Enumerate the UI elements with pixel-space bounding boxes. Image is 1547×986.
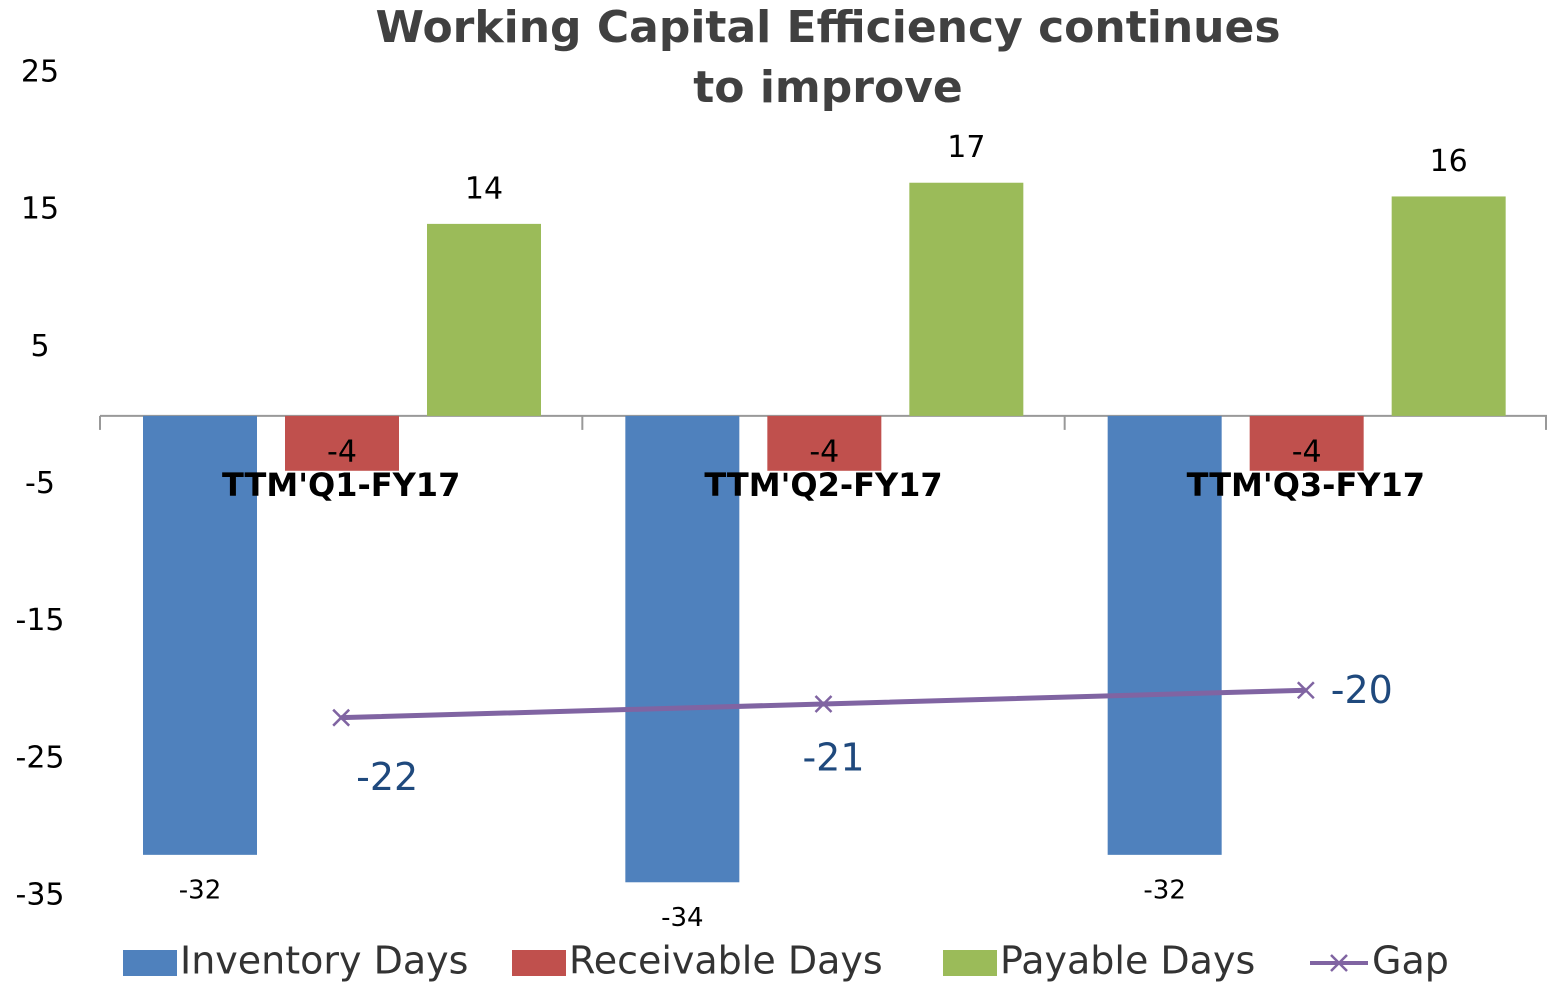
legend-swatch bbox=[123, 950, 177, 976]
data-label: -34 bbox=[661, 903, 703, 933]
bar bbox=[1249, 415, 1364, 471]
data-label: -32 bbox=[179, 875, 221, 905]
bar bbox=[625, 415, 740, 883]
data-label: -4 bbox=[327, 434, 357, 469]
legend-item: Receivable Days bbox=[512, 939, 883, 983]
x-tick-label: TTM'Q2-FY17 bbox=[704, 466, 942, 504]
y-tick-label: -25 bbox=[16, 740, 65, 775]
y-tick-label: -5 bbox=[25, 466, 55, 501]
legend-label: Receivable Days bbox=[569, 939, 883, 983]
marker bbox=[814, 695, 833, 713]
data-label: -21 bbox=[802, 735, 864, 779]
data-label: 16 bbox=[1430, 144, 1468, 179]
x-tick-label: TTM'Q3-FY17 bbox=[1187, 466, 1425, 504]
bar bbox=[427, 223, 541, 416]
x-tick-label: TTM'Q1-FY17 bbox=[222, 466, 460, 504]
bar bbox=[285, 415, 399, 471]
data-label: -4 bbox=[1292, 434, 1322, 469]
legend-swatch bbox=[943, 950, 997, 976]
legend-item: Inventory Days bbox=[123, 939, 468, 983]
data-label: -4 bbox=[809, 434, 839, 469]
data-label: -32 bbox=[1143, 875, 1185, 905]
legend-label: Inventory Days bbox=[180, 939, 468, 983]
legend-marker bbox=[1330, 954, 1348, 972]
y-tick-label: 5 bbox=[30, 329, 49, 364]
data-label: -22 bbox=[356, 755, 418, 799]
marker bbox=[1296, 681, 1315, 700]
y-tick-label: -35 bbox=[16, 878, 65, 913]
y-tick-label: 15 bbox=[21, 192, 59, 227]
marker bbox=[332, 708, 351, 727]
legend-label: Gap bbox=[1372, 939, 1449, 983]
chart-title: Working Capital Efficiency continues to i… bbox=[375, 2, 1280, 113]
bar bbox=[767, 415, 882, 471]
legend-swatch bbox=[512, 950, 566, 976]
legend-item: Gap bbox=[1310, 939, 1449, 983]
bar bbox=[1391, 196, 1506, 416]
data-label: 17 bbox=[947, 130, 985, 165]
y-tick-label: -15 bbox=[16, 603, 65, 638]
legend-item: Payable Days bbox=[943, 939, 1255, 983]
bar bbox=[909, 182, 1024, 416]
bar bbox=[143, 415, 257, 855]
y-tick-label: 25 bbox=[21, 55, 59, 90]
legend-label: Payable Days bbox=[1000, 939, 1255, 983]
bar bbox=[1107, 415, 1222, 855]
data-label: 14 bbox=[465, 171, 503, 206]
data-label: -20 bbox=[1331, 668, 1393, 712]
